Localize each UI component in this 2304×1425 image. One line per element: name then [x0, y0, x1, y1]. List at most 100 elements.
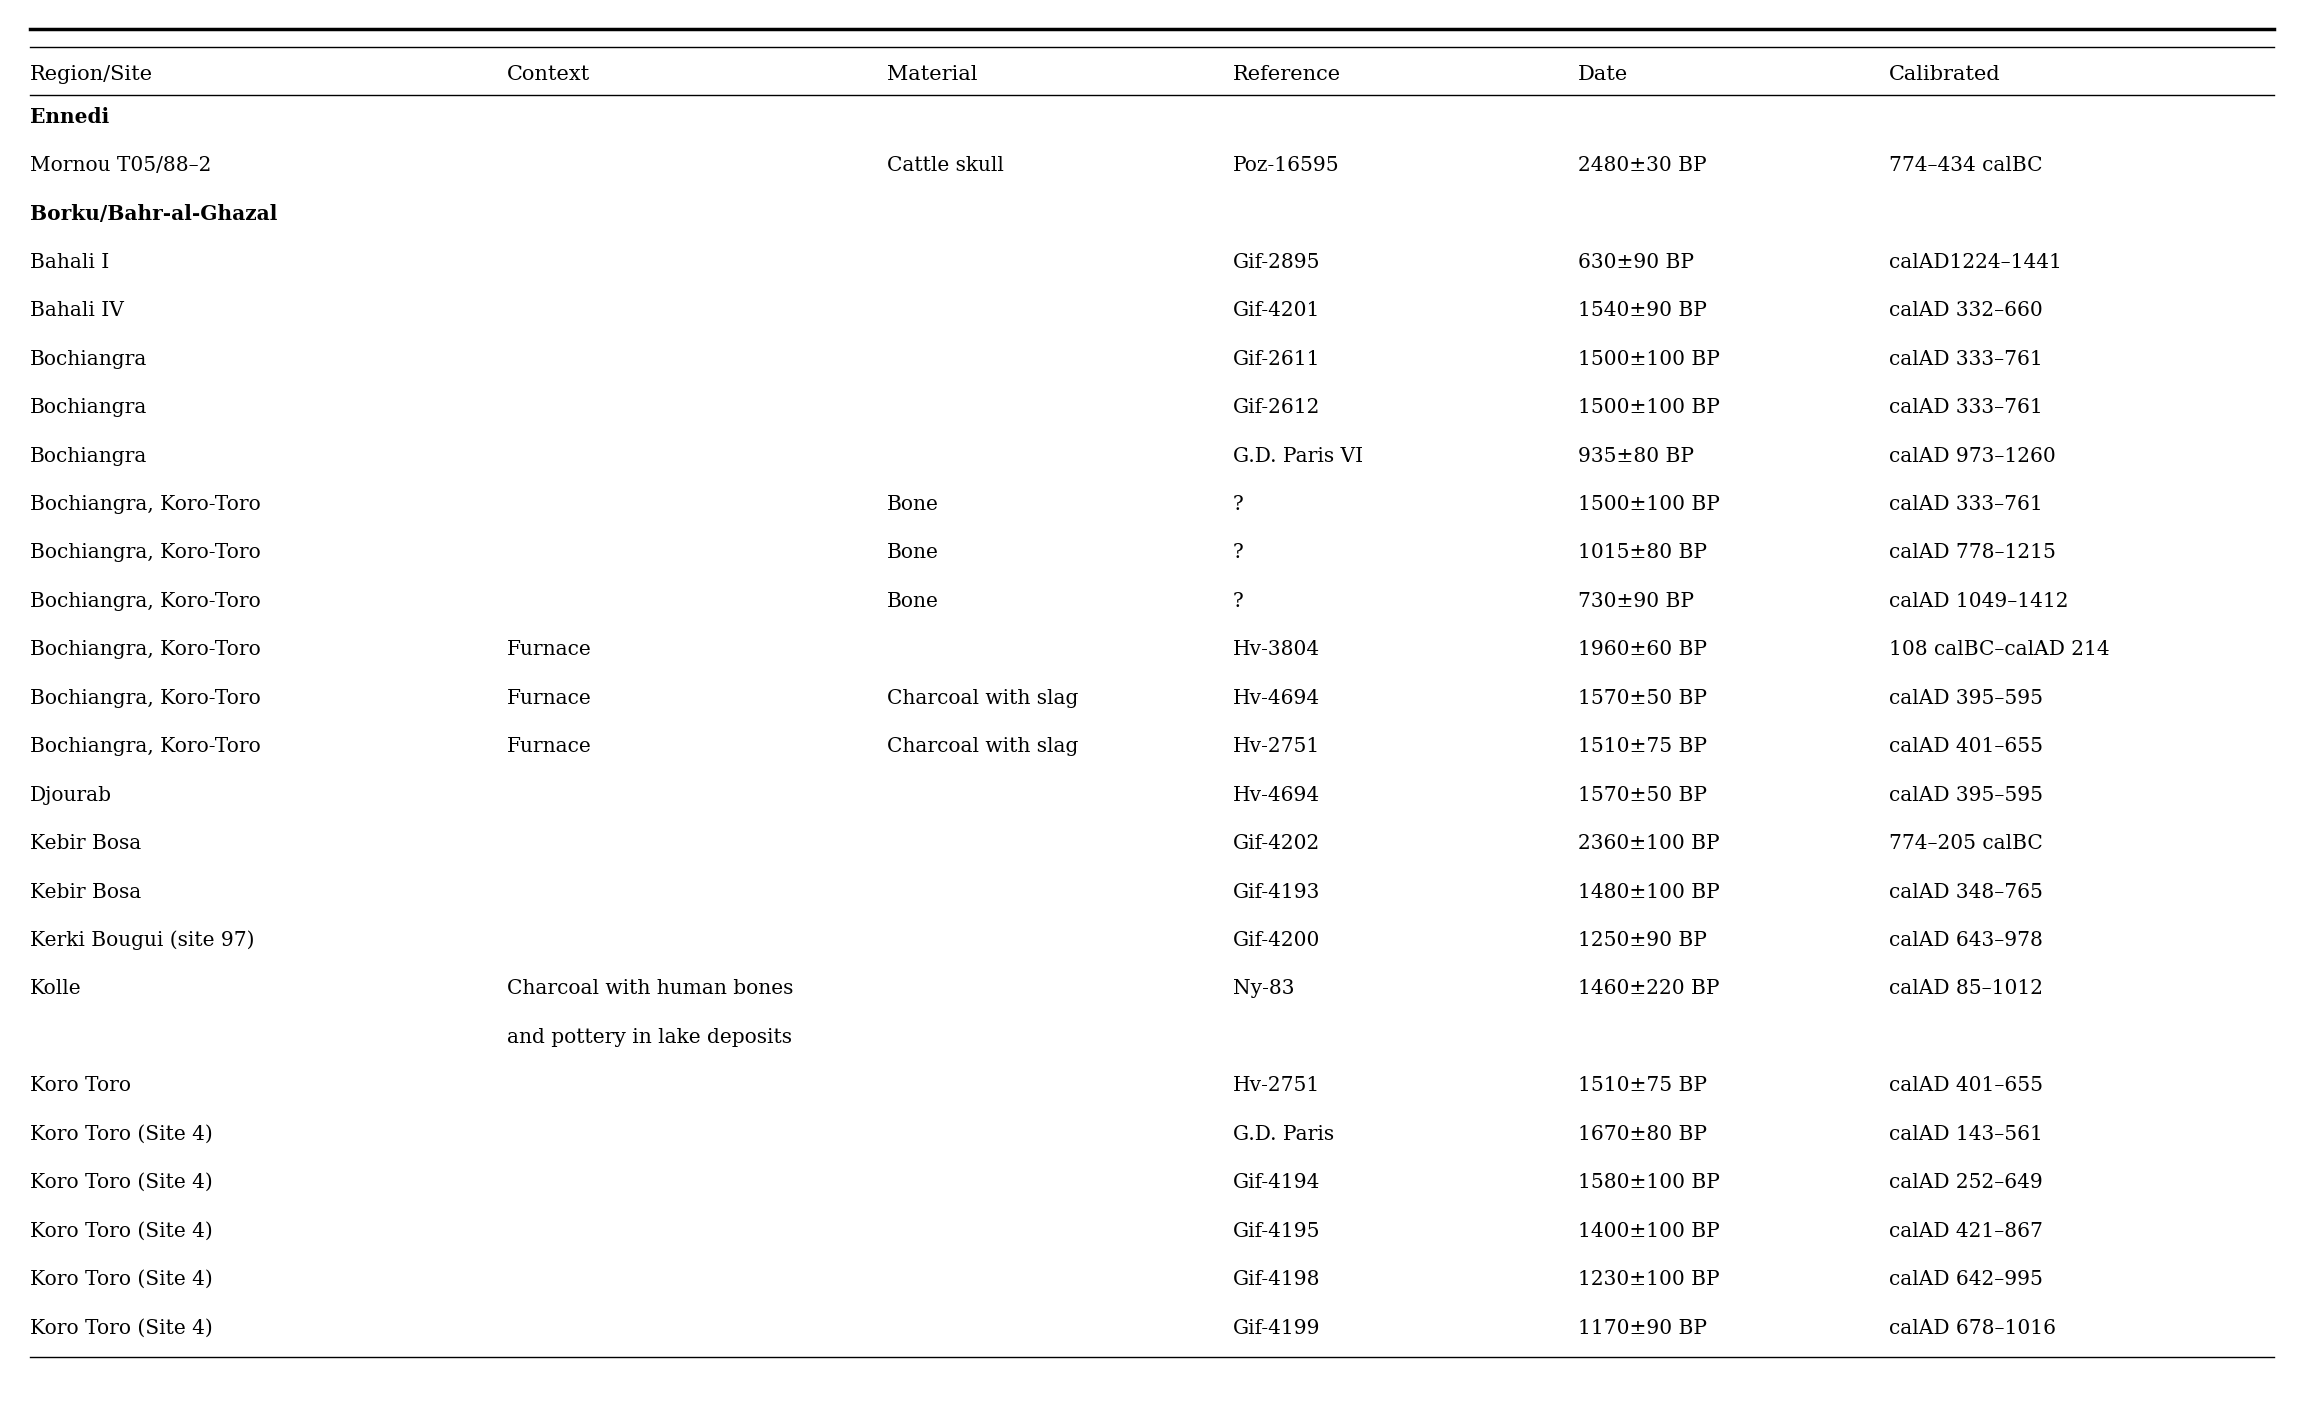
Text: ?: ? [1233, 494, 1244, 514]
Text: calAD 1049–1412: calAD 1049–1412 [1889, 591, 2069, 611]
Text: 2480±30 BP: 2480±30 BP [1578, 155, 1707, 175]
Text: 935±80 BP: 935±80 BP [1578, 446, 1693, 466]
Text: Gif-4194: Gif-4194 [1233, 1173, 1320, 1193]
Text: calAD 395–595: calAD 395–595 [1889, 785, 2044, 805]
Text: Hv-4694: Hv-4694 [1233, 688, 1320, 708]
Text: Gif-4199: Gif-4199 [1233, 1318, 1320, 1338]
Text: Gif-4198: Gif-4198 [1233, 1270, 1320, 1290]
Text: Koro Toro (Site 4): Koro Toro (Site 4) [30, 1270, 212, 1290]
Text: 1540±90 BP: 1540±90 BP [1578, 301, 1707, 321]
Text: calAD 333–761: calAD 333–761 [1889, 349, 2044, 369]
Text: Bochiangra, Koro-Toro: Bochiangra, Koro-Toro [30, 494, 260, 514]
Text: calAD 332–660: calAD 332–660 [1889, 301, 2044, 321]
Text: Gif-4201: Gif-4201 [1233, 301, 1320, 321]
Text: Koro Toro (Site 4): Koro Toro (Site 4) [30, 1318, 212, 1338]
Text: calAD 678–1016: calAD 678–1016 [1889, 1318, 2055, 1338]
Text: Reference: Reference [1233, 64, 1341, 84]
Text: Koro Toro: Koro Toro [30, 1076, 131, 1096]
Text: calAD 401–655: calAD 401–655 [1889, 737, 2044, 757]
Text: 108 calBC–calAD 214: 108 calBC–calAD 214 [1889, 640, 2110, 660]
Text: 1500±100 BP: 1500±100 BP [1578, 349, 1721, 369]
Text: 730±90 BP: 730±90 BP [1578, 591, 1693, 611]
Text: 1460±220 BP: 1460±220 BP [1578, 979, 1719, 999]
Text: calAD 333–761: calAD 333–761 [1889, 494, 2044, 514]
Text: 1400±100 BP: 1400±100 BP [1578, 1221, 1721, 1241]
Text: G.D. Paris: G.D. Paris [1233, 1124, 1334, 1144]
Text: Koro Toro (Site 4): Koro Toro (Site 4) [30, 1173, 212, 1193]
Text: Gif-2611: Gif-2611 [1233, 349, 1320, 369]
Text: 1250±90 BP: 1250±90 BP [1578, 931, 1707, 950]
Text: Koro Toro (Site 4): Koro Toro (Site 4) [30, 1124, 212, 1144]
Text: Djourab: Djourab [30, 785, 113, 805]
Text: 1170±90 BP: 1170±90 BP [1578, 1318, 1707, 1338]
Text: Hv-2751: Hv-2751 [1233, 1076, 1320, 1096]
Text: calAD 348–765: calAD 348–765 [1889, 882, 2044, 902]
Text: Bochiangra: Bochiangra [30, 398, 147, 418]
Text: Bochiangra, Koro-Toro: Bochiangra, Koro-Toro [30, 591, 260, 611]
Text: calAD 643–978: calAD 643–978 [1889, 931, 2044, 950]
Text: Charcoal with slag: Charcoal with slag [887, 688, 1078, 708]
Text: Gif-2895: Gif-2895 [1233, 252, 1320, 272]
Text: Cattle skull: Cattle skull [887, 155, 1005, 175]
Text: Kebir Bosa: Kebir Bosa [30, 834, 141, 854]
Text: Poz-16595: Poz-16595 [1233, 155, 1339, 175]
Text: calAD 778–1215: calAD 778–1215 [1889, 543, 2055, 563]
Text: calAD 333–761: calAD 333–761 [1889, 398, 2044, 418]
Text: calAD 252–649: calAD 252–649 [1889, 1173, 2044, 1193]
Text: Hv-2751: Hv-2751 [1233, 737, 1320, 757]
Text: 1580±100 BP: 1580±100 BP [1578, 1173, 1721, 1193]
Text: 630±90 BP: 630±90 BP [1578, 252, 1693, 272]
Text: Borku/Bahr-al-Ghazal: Borku/Bahr-al-Ghazal [30, 204, 276, 224]
Text: Kebir Bosa: Kebir Bosa [30, 882, 141, 902]
Text: G.D. Paris VI: G.D. Paris VI [1233, 446, 1362, 466]
Text: calAD 421–867: calAD 421–867 [1889, 1221, 2044, 1241]
Text: Charcoal with slag: Charcoal with slag [887, 737, 1078, 757]
Text: ?: ? [1233, 543, 1244, 563]
Text: 1500±100 BP: 1500±100 BP [1578, 494, 1721, 514]
Text: Bone: Bone [887, 591, 940, 611]
Text: Furnace: Furnace [507, 737, 592, 757]
Text: Calibrated: Calibrated [1889, 64, 2000, 84]
Text: Gif-4202: Gif-4202 [1233, 834, 1320, 854]
Text: Context: Context [507, 64, 590, 84]
Text: Ennedi: Ennedi [30, 107, 108, 127]
Text: Kolle: Kolle [30, 979, 81, 999]
Text: Bochiangra: Bochiangra [30, 349, 147, 369]
Text: 1480±100 BP: 1480±100 BP [1578, 882, 1721, 902]
Text: Furnace: Furnace [507, 640, 592, 660]
Text: 2360±100 BP: 2360±100 BP [1578, 834, 1719, 854]
Text: calAD 973–1260: calAD 973–1260 [1889, 446, 2055, 466]
Text: 774–205 calBC: 774–205 calBC [1889, 834, 2044, 854]
Text: Ny-83: Ny-83 [1233, 979, 1295, 999]
Text: calAD1224–1441: calAD1224–1441 [1889, 252, 2062, 272]
Text: Bochiangra, Koro-Toro: Bochiangra, Koro-Toro [30, 688, 260, 708]
Text: 1570±50 BP: 1570±50 BP [1578, 688, 1707, 708]
Text: Bochiangra, Koro-Toro: Bochiangra, Koro-Toro [30, 737, 260, 757]
Text: Bahali I: Bahali I [30, 252, 108, 272]
Text: 774–434 calBC: 774–434 calBC [1889, 155, 2044, 175]
Text: 1510±75 BP: 1510±75 BP [1578, 737, 1707, 757]
Text: Hv-4694: Hv-4694 [1233, 785, 1320, 805]
Text: Bone: Bone [887, 494, 940, 514]
Text: Material: Material [887, 64, 977, 84]
Text: 1960±60 BP: 1960±60 BP [1578, 640, 1707, 660]
Text: calAD 85–1012: calAD 85–1012 [1889, 979, 2044, 999]
Text: Furnace: Furnace [507, 688, 592, 708]
Text: Bone: Bone [887, 543, 940, 563]
Text: Date: Date [1578, 64, 1629, 84]
Text: 1510±75 BP: 1510±75 BP [1578, 1076, 1707, 1096]
Text: Gif-4195: Gif-4195 [1233, 1221, 1320, 1241]
Text: Kerki Bougui (site 97): Kerki Bougui (site 97) [30, 931, 253, 950]
Text: and pottery in lake deposits: and pottery in lake deposits [507, 1027, 793, 1047]
Text: Koro Toro (Site 4): Koro Toro (Site 4) [30, 1221, 212, 1241]
Text: Gif-4200: Gif-4200 [1233, 931, 1320, 950]
Text: 1230±100 BP: 1230±100 BP [1578, 1270, 1719, 1290]
Text: Mornou T05/88–2: Mornou T05/88–2 [30, 155, 212, 175]
Text: calAD 143–561: calAD 143–561 [1889, 1124, 2044, 1144]
Text: Gif-2612: Gif-2612 [1233, 398, 1320, 418]
Text: Gif-4193: Gif-4193 [1233, 882, 1320, 902]
Text: Region/Site: Region/Site [30, 64, 152, 84]
Text: Hv-3804: Hv-3804 [1233, 640, 1320, 660]
Text: calAD 642–995: calAD 642–995 [1889, 1270, 2044, 1290]
Text: Bochiangra, Koro-Toro: Bochiangra, Koro-Toro [30, 543, 260, 563]
